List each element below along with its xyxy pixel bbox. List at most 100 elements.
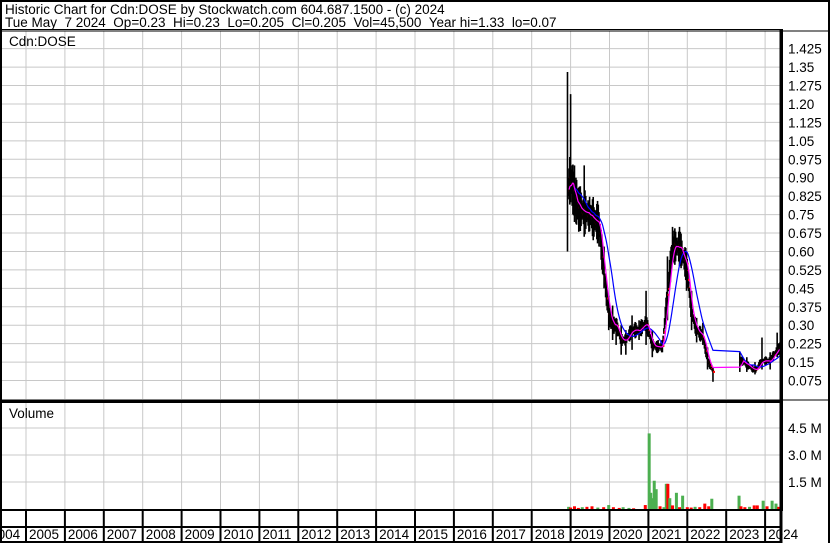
volume-bar (607, 505, 611, 509)
price-tick-label: 0.15 (788, 355, 814, 370)
volume-bar (647, 433, 651, 509)
volume-bar (662, 507, 666, 509)
price-tick-label: 0.90 (788, 171, 814, 186)
symbol-label: Cdn:DOSE (9, 34, 76, 49)
volume-bar (649, 492, 653, 509)
volume-bar (611, 507, 615, 509)
volume-bar (576, 507, 580, 509)
volume-bar (666, 483, 670, 509)
volume-bar (678, 507, 682, 509)
close-tick (712, 370, 715, 373)
year-tick-label: 2009 (185, 527, 215, 542)
price-tick-label: 0.75 (788, 208, 814, 223)
volume-bar (652, 480, 656, 509)
quote-summary: Tue May 7 2024 Op=0.23 Hi=0.23 Lo=0.205 … (5, 15, 557, 30)
volume-bar (632, 508, 636, 509)
volume-bar (774, 503, 778, 509)
year-tick-label: 2010 (224, 527, 254, 542)
volume-bar (765, 506, 769, 509)
year-tick-label: 2022 (690, 527, 720, 542)
price-tick-label: 0.45 (788, 281, 814, 296)
price-tick-label: 0.675 (788, 226, 822, 241)
year-tick-label: 2015 (418, 527, 448, 542)
price-tick-label: 0.375 (788, 300, 822, 315)
year-tick-label: 2016 (457, 527, 487, 542)
year-tick-label: 2018 (535, 527, 565, 542)
volume-bar (643, 505, 647, 509)
volume-bar (761, 500, 765, 509)
volume-bar (668, 498, 672, 509)
volume-bar (674, 492, 678, 509)
volume-bar (681, 495, 685, 509)
volume-bar (689, 507, 693, 509)
price-tick-label: 1.35 (788, 60, 814, 75)
volume-tick-label: 1.5 M (788, 475, 822, 490)
price-tick-label: 0.60 (788, 244, 814, 259)
year-tick-label: 2013 (340, 527, 370, 542)
volume-bar (590, 506, 594, 509)
close-tick (668, 287, 671, 290)
volume-bar (658, 506, 662, 509)
year-tick-label: 2006 (68, 527, 98, 542)
volume-bar (580, 507, 584, 509)
volume-series (567, 433, 781, 509)
volume-bar (739, 506, 743, 509)
year-tick-label: 2008 (146, 527, 176, 542)
volume-bar (567, 506, 571, 509)
volume-bar (777, 506, 781, 509)
price-tick-label: 1.05 (788, 134, 814, 149)
volume-bar (596, 507, 600, 509)
price-tick-label: 1.125 (788, 115, 822, 130)
volume-bar (585, 506, 589, 509)
volume-bar (627, 507, 631, 509)
volume-tick-label: 3.0 M (788, 448, 822, 463)
volume-bar (664, 483, 668, 509)
volume-bar (698, 507, 702, 509)
axis-labels: 0.075 0.15 0.225 0.30 0.375 0.45 0.525 0.60 0.67… (0, 42, 822, 542)
close-tick (710, 365, 713, 368)
year-tick-label: 2007 (107, 527, 137, 542)
volume-bar (737, 495, 741, 509)
close-tick (667, 293, 670, 296)
moving-average-short (568, 182, 781, 371)
year-tick-label: 2005 (29, 527, 59, 542)
close-tick (687, 278, 690, 281)
volume-bar (621, 507, 625, 509)
year-tick-label: 2019 (574, 527, 604, 542)
volume-bar (617, 507, 621, 509)
volume-tick-label: 4.5 M (788, 421, 822, 436)
volume-bar (671, 505, 675, 509)
year-tick-label: 2011 (262, 527, 291, 542)
price-tick-label: 0.825 (788, 189, 822, 204)
volume-bar (693, 506, 697, 509)
volume-bar (710, 498, 714, 509)
year-tick-label: 2014 (379, 527, 410, 542)
price-tick-label: 0.30 (788, 318, 814, 333)
volume-bar (703, 503, 707, 509)
volume-bar (707, 506, 711, 509)
year-tick-label: 2024 (768, 527, 799, 542)
price-tick-label: 0.225 (788, 337, 822, 352)
volume-bar (569, 507, 573, 509)
chart-title: Historic Chart for Cdn:DOSE by Stockwatc… (5, 2, 445, 17)
year-tick-label: 2004 (0, 527, 21, 542)
year-tick-label: 2023 (729, 527, 759, 542)
price-tick-label: 0.525 (788, 263, 822, 278)
price-tick-label: 0.075 (788, 374, 822, 389)
volume-bar (748, 506, 752, 509)
volume-bar (572, 506, 576, 509)
price-series (566, 71, 782, 382)
price-tick-label: 1.425 (788, 42, 822, 57)
price-tick-label: 0.975 (788, 152, 822, 167)
year-tick-label: 2021 (651, 527, 681, 542)
year-tick-label: 2012 (301, 527, 331, 542)
price-tick-label: 1.20 (788, 97, 814, 112)
year-tick-label: 2020 (613, 527, 643, 542)
volume-bar (743, 507, 747, 509)
volume-bar (654, 489, 658, 509)
volume-label: Volume (9, 406, 55, 421)
grid-lines (2, 31, 781, 509)
volume-bar (602, 507, 606, 509)
